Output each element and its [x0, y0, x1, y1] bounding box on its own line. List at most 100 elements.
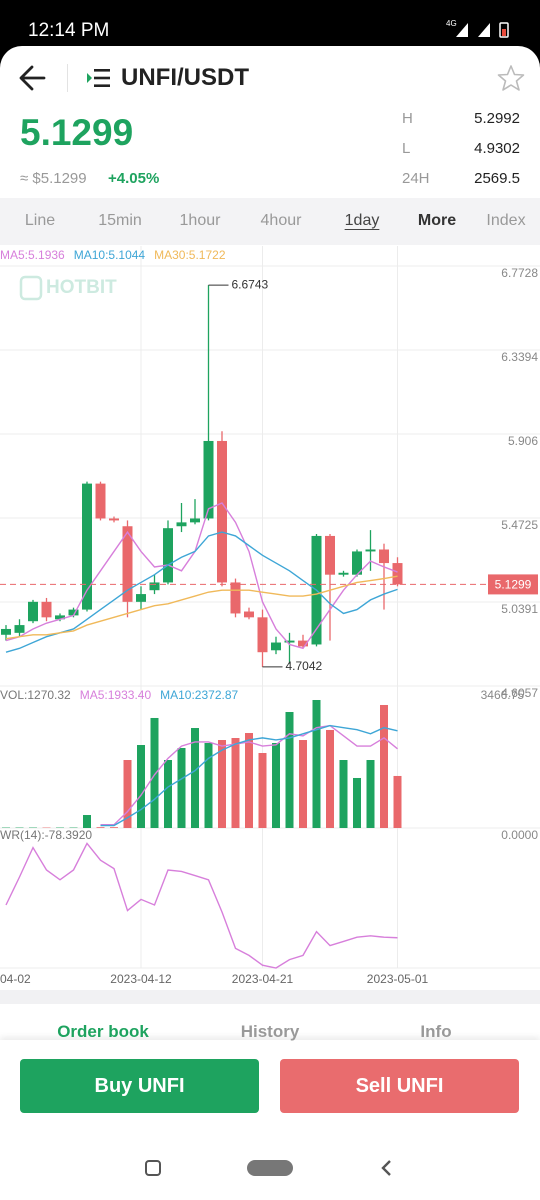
- y-tick-label: 0.0000: [501, 828, 538, 842]
- candle-body: [109, 518, 119, 521]
- volume-bar: [110, 827, 118, 828]
- stat-value: 5.2992: [474, 110, 520, 127]
- y-tick-label: 5.4725: [501, 518, 538, 532]
- candle-body: [163, 528, 173, 583]
- stat-value: 4.9302: [474, 140, 520, 157]
- candle-body: [325, 535, 335, 575]
- candle-body: [365, 549, 376, 552]
- volume-bar: [272, 743, 280, 828]
- interval-tab[interactable]: 4hour: [260, 212, 302, 229]
- candle-body: [55, 615, 65, 620]
- interval-tab[interactable]: 1day: [344, 212, 380, 229]
- volume-bar: [231, 738, 240, 828]
- x-tick-label: 04-02: [0, 972, 31, 986]
- volume-bar: [366, 760, 375, 828]
- legend-label: MA5:5.1936: [0, 248, 65, 262]
- legend-label: VOL:1270.32: [0, 688, 71, 702]
- volume-bar: [96, 827, 105, 828]
- candle-body: [284, 640, 295, 643]
- sell-button[interactable]: Sell UNFI: [280, 1059, 519, 1113]
- candle-body: [176, 522, 187, 527]
- stat-label: H: [402, 110, 413, 127]
- candle-body: [95, 483, 106, 519]
- volume-bar: [326, 729, 334, 828]
- price-change: +4.05%: [108, 170, 160, 187]
- clock: 12:14 PM: [28, 20, 110, 41]
- candle-body: [14, 625, 25, 633]
- interval-tab[interactable]: 15min: [98, 212, 142, 229]
- chart: HOTBIT 04-02 2023-04-12 2023-04-21 2023-05-0…: [0, 246, 540, 986]
- interval-tab[interactable]: Index: [486, 212, 526, 229]
- interval-tab[interactable]: More: [417, 212, 457, 229]
- last-price: 5.1299: [20, 112, 134, 153]
- bottom-tab[interactable]: Order book: [57, 1022, 149, 1041]
- candle-body: [244, 611, 254, 618]
- candle-body: [122, 526, 133, 602]
- volume-bar: [312, 699, 321, 828]
- candle-body: [28, 601, 38, 622]
- candle-body: [352, 551, 362, 575]
- bottom-tab[interactable]: History: [240, 1022, 300, 1041]
- volume-bar: [353, 777, 361, 828]
- stat-label: 24H: [402, 170, 430, 187]
- buy-button[interactable]: Buy UNFI: [20, 1059, 259, 1113]
- nav-bar: [145, 1160, 391, 1176]
- interval-tab[interactable]: Line: [24, 212, 56, 229]
- candle-body: [257, 617, 268, 653]
- favorite-star[interactable]: [497, 64, 525, 92]
- volume-bar: [393, 775, 402, 828]
- network-type: 4G: [446, 19, 457, 28]
- volume-bar: [245, 733, 253, 828]
- candle-body: [41, 601, 52, 618]
- legend-label: WR(14):-78.3920: [0, 828, 92, 842]
- candle-body: [149, 582, 160, 591]
- interval-bar: [0, 198, 540, 245]
- volume-bar: [137, 745, 145, 828]
- back-button[interactable]: [16, 62, 50, 94]
- separator: [0, 990, 540, 1004]
- interval-tab[interactable]: 1hour: [179, 212, 221, 229]
- x-tick-label: 2023-04-21: [232, 972, 294, 986]
- candle-body: [338, 572, 349, 575]
- volume-bar: [123, 760, 132, 828]
- volume-bar: [177, 748, 186, 828]
- candle-body: [230, 582, 241, 614]
- menu-icon[interactable]: [86, 66, 112, 90]
- volume-bar: [339, 760, 348, 828]
- status-bar: 12:14 PM 4G: [0, 0, 540, 46]
- max-label: 6.6743: [232, 277, 269, 291]
- candle-body: [217, 440, 227, 583]
- candle-body: [379, 549, 389, 564]
- volume-bar: [218, 740, 226, 828]
- x-tick-label: 2023-05-01: [367, 972, 429, 986]
- candle-body: [271, 642, 281, 651]
- pair-title: UNFI/USDT: [121, 64, 249, 91]
- ma-line: [5, 575, 398, 640]
- ma-line: [5, 531, 398, 653]
- y-tick-label: 6.7728: [501, 266, 538, 280]
- candle-body: [68, 609, 79, 616]
- volume-bar: [164, 760, 172, 828]
- y-tick-label: 3466.75: [481, 688, 525, 702]
- y-tick-label: 5.906: [508, 434, 538, 448]
- y-tick-label: 4.6057: [501, 686, 538, 700]
- candle-body: [190, 518, 200, 523]
- status-icons: [456, 22, 509, 38]
- watermark-logo: [19, 275, 43, 301]
- candle-body: [203, 440, 214, 519]
- candle-body: [82, 483, 92, 610]
- last-price-tag: [488, 574, 538, 595]
- volume-ma-line: [100, 724, 398, 826]
- legend-label: MA10:2372.87: [160, 688, 238, 702]
- usd-price: ≈ $5.1299: [20, 170, 87, 187]
- watermark: HOTBIT: [46, 277, 117, 298]
- candle-body: [136, 594, 146, 602]
- volume-bar: [299, 740, 307, 828]
- min-label: 4.7042: [286, 659, 323, 673]
- stat-label: L: [402, 140, 411, 157]
- volume-bar: [204, 743, 213, 828]
- bottom-tab[interactable]: Info: [420, 1022, 452, 1041]
- ma-line: [5, 502, 398, 650]
- candle-body: [1, 628, 11, 635]
- volume-ma-line: [100, 724, 398, 827]
